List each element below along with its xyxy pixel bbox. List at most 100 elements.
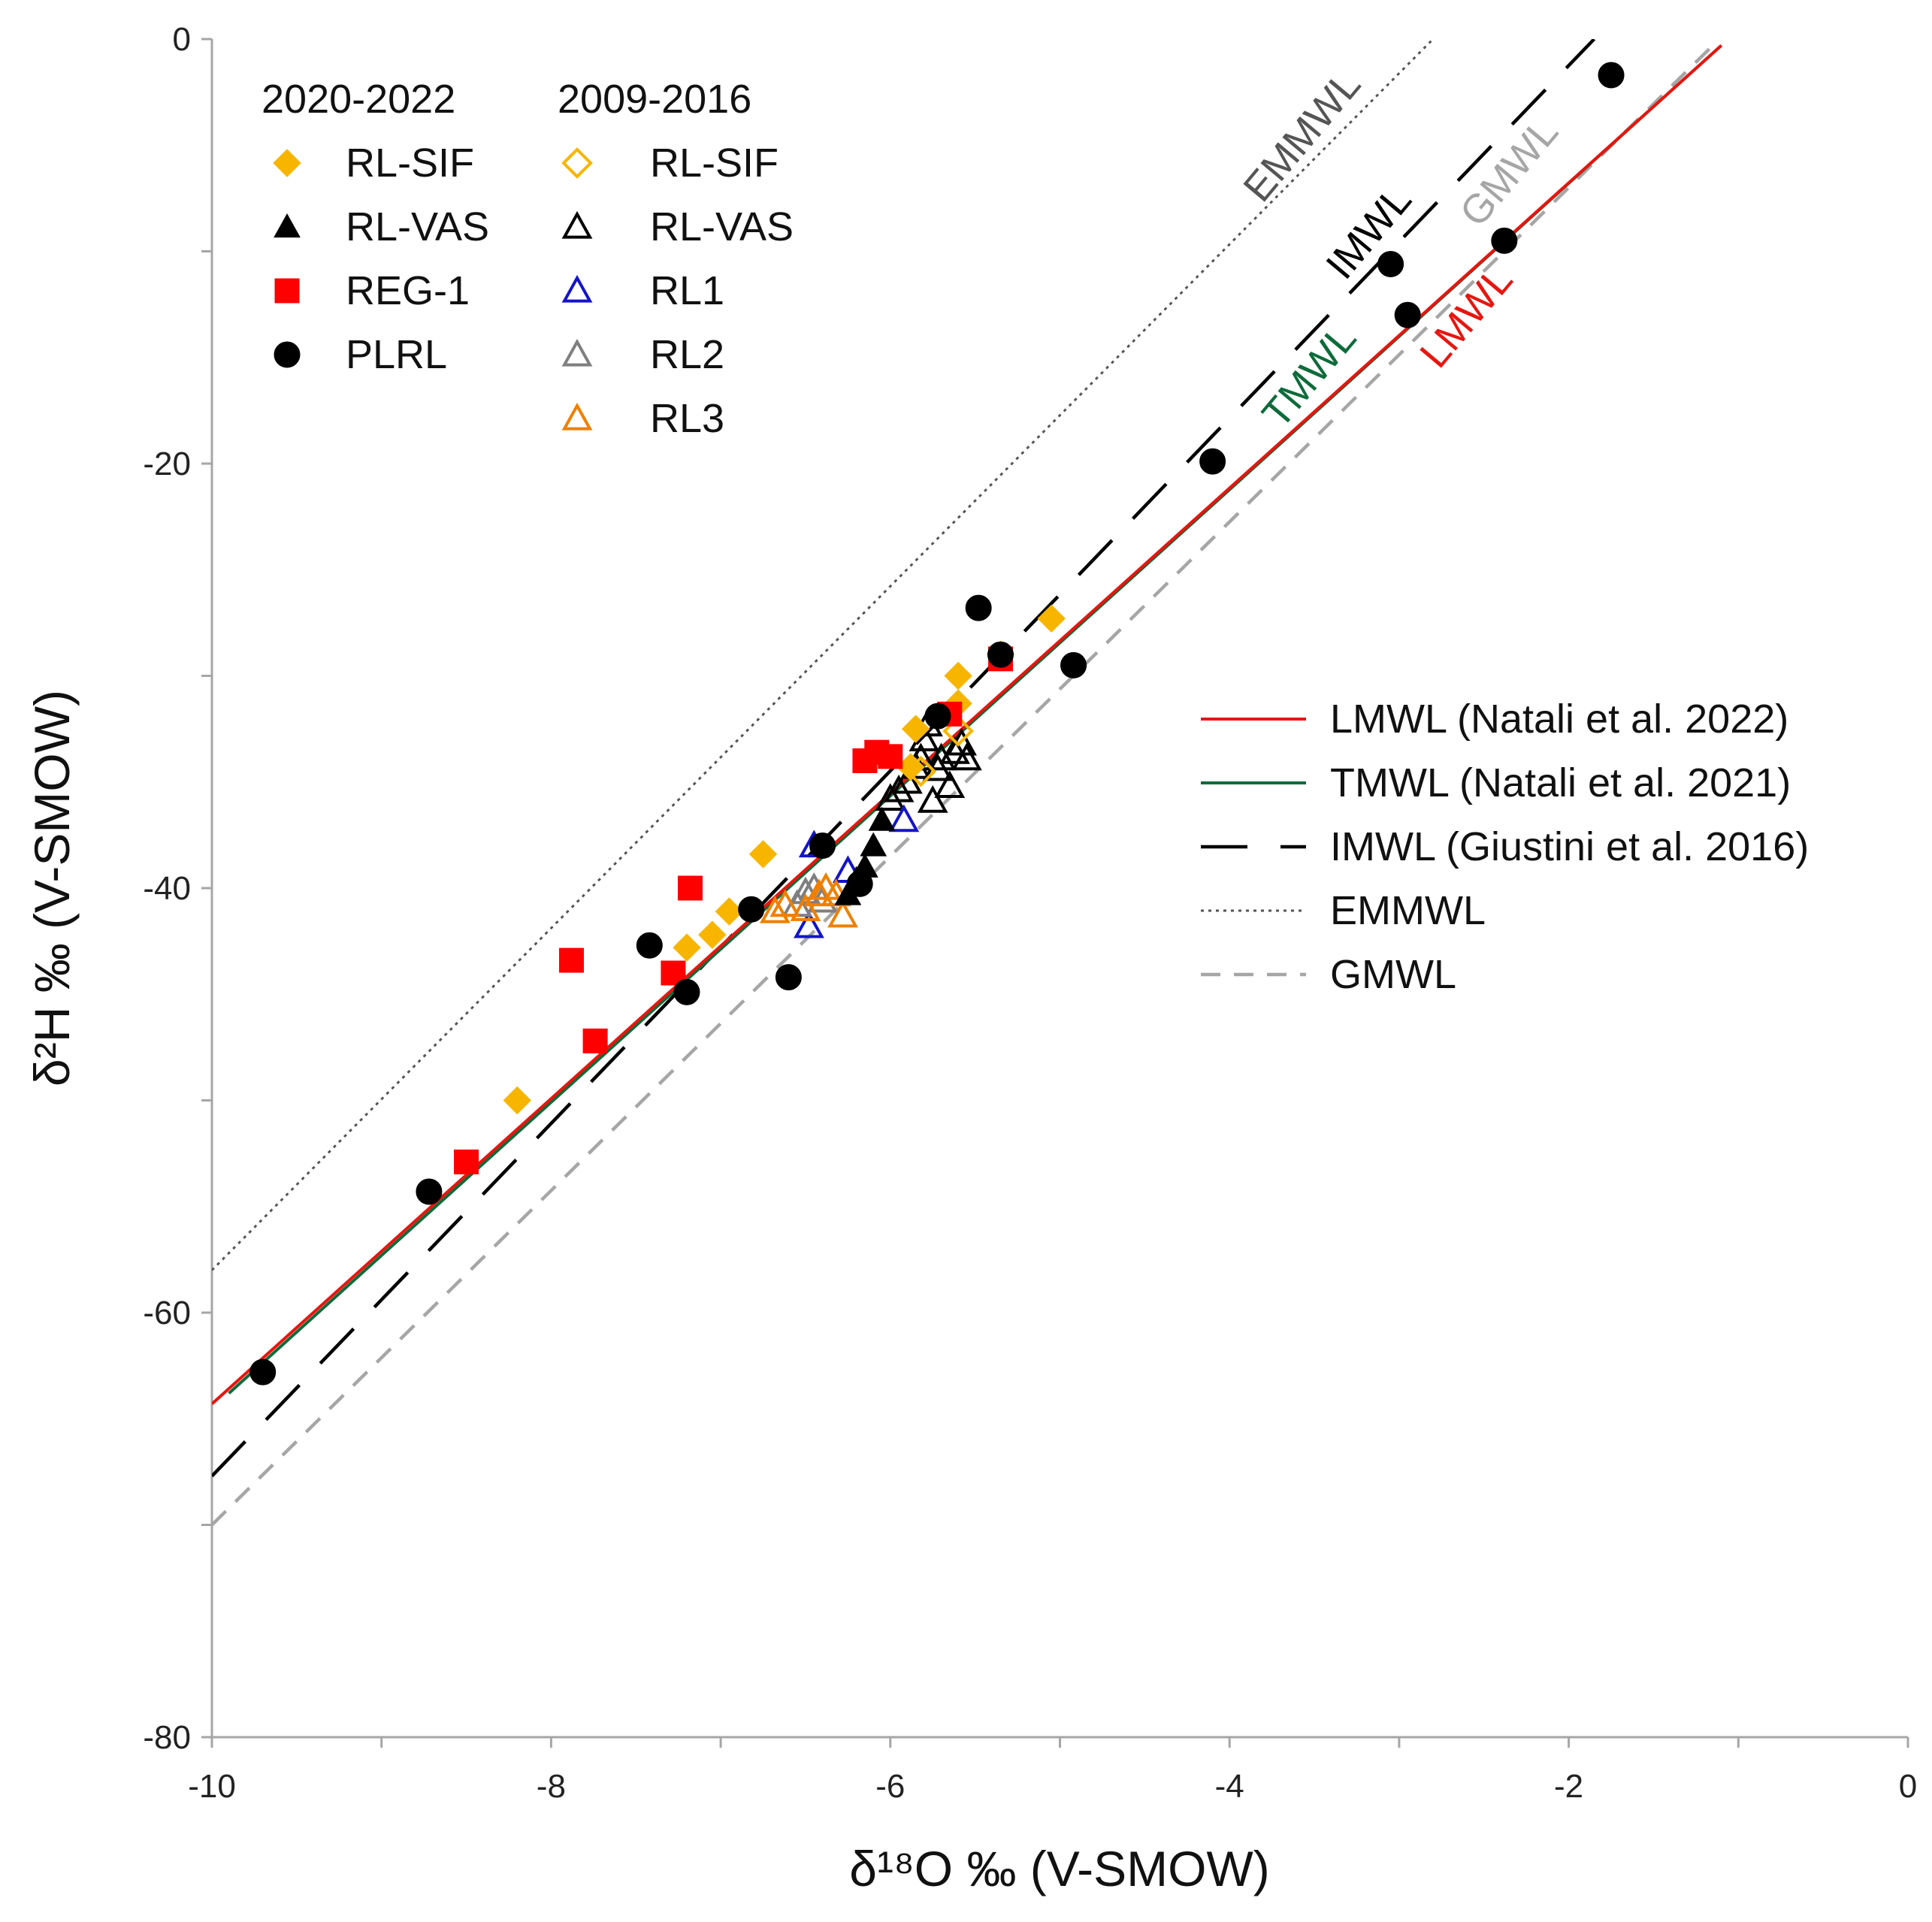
point-plrl [775, 964, 802, 991]
legend-group-title-2009-2016: 2009-2016 [558, 77, 751, 122]
point-plrl [965, 594, 992, 621]
point-plrl [924, 703, 951, 730]
point-reg-1 [582, 1028, 608, 1053]
point-plrl [636, 932, 663, 959]
x-axis: -10 -8 -6 -4 -2 0 δ¹⁸O ‰ (V-SMOW) [188, 1736, 1917, 1896]
series-rl3-2009 [759, 872, 859, 928]
point-plrl [1377, 250, 1404, 277]
legend-label-lmwl: LMWL (Natali et al. 2022) [1330, 697, 1788, 742]
point-rl-vas [917, 785, 948, 813]
legend-marker-rl-vas [561, 210, 593, 239]
legend-label-rl3: RL3 [650, 396, 724, 441]
legend-label-rl-sif-2020: RL-SIF [346, 141, 474, 186]
point-plrl [673, 978, 700, 1005]
point-plrl [1060, 651, 1087, 678]
point-rl-vas [951, 742, 982, 771]
legend-label-rl-vas-2020: RL-VAS [346, 204, 489, 249]
point-rl-vas [891, 766, 923, 794]
point-rl-sif [1037, 604, 1066, 633]
y-tick-label: -80 [143, 1719, 191, 1756]
legend-label-rl-sif-2009: RL-SIF [650, 141, 779, 186]
point-rl1 [794, 910, 824, 938]
y-tick-label: -40 [143, 870, 191, 907]
legend-label-reg-1: REG-1 [346, 268, 470, 313]
legend-label-tmwl: TMWL (Natali et al. 2021) [1330, 760, 1791, 805]
legend-marker-reg-1 [274, 278, 300, 304]
point-plrl [1598, 62, 1625, 89]
line-label-emmwl: EMMWL [1235, 62, 1369, 210]
point-reg-1 [878, 744, 903, 769]
legend-group-title-2020-2022: 2020-2022 [262, 77, 455, 122]
series-plrl-2020 [249, 62, 1625, 1386]
legend-label-imwl: IMWL (Giustini et al. 2016) [1330, 824, 1809, 869]
legend-label-plrl: PLRL [346, 332, 447, 377]
point-plrl [249, 1358, 277, 1386]
point-rl3 [769, 889, 801, 917]
point-rl-vas [860, 832, 887, 857]
point-rl-vas [934, 770, 966, 798]
line-imwl [212, 39, 1596, 1478]
point-rl-sif [698, 920, 727, 949]
line-emmwl [212, 39, 1435, 1271]
line-label-gmwl: GMWL [1451, 109, 1567, 234]
legend-marker-rl-sif [273, 149, 301, 177]
point-plrl [1491, 227, 1518, 254]
point-rl-sif [503, 1086, 531, 1115]
legend-marker-rl3 [561, 402, 593, 431]
point-plrl [416, 1178, 443, 1205]
legend-label-rl1: RL1 [650, 268, 724, 313]
point-reg-1 [454, 1149, 479, 1174]
data-points [249, 62, 1625, 1386]
point-rl-sif [942, 715, 974, 747]
point-rl3 [803, 878, 835, 907]
legend-points: 2020-2022 2009-2016 RL-SIF RL-VAS REG-1 … [262, 77, 794, 441]
point-rl-sif [901, 715, 930, 743]
point-plrl [1394, 301, 1421, 328]
point-plrl [987, 641, 1014, 668]
point-rl3 [790, 893, 821, 921]
point-plrl [809, 833, 836, 859]
point-rl-sif [944, 661, 972, 691]
point-rl-vas [883, 774, 915, 802]
point-rl-sif [715, 897, 744, 926]
line-gmwl [212, 44, 1715, 1527]
point-plrl [1199, 448, 1226, 475]
point-plrl [846, 870, 873, 897]
legend-marker-rl-sif [561, 147, 593, 179]
legend-marker-rl2 [561, 338, 593, 367]
x-axis-label: δ¹⁸O ‰ (V-SMOW) [849, 1841, 1270, 1896]
y-tick-label: -20 [143, 446, 191, 482]
point-plrl [738, 896, 765, 923]
legend-label-rl-vas-2009: RL-VAS [650, 204, 794, 249]
point-rl-vas [926, 742, 957, 771]
legend-marker-plrl [274, 341, 301, 368]
point-rl-sif [673, 933, 701, 962]
point-reg-1 [558, 947, 584, 973]
legend-label-emmwl: EMMWL [1330, 888, 1486, 933]
point-rl-vas [939, 736, 970, 764]
x-tick-label: -10 [188, 1768, 236, 1805]
point-rl-sif [748, 840, 778, 869]
x-tick-label: -8 [537, 1768, 566, 1805]
x-tick-label: 0 [1899, 1768, 1917, 1805]
point-rl-vas [868, 806, 896, 831]
x-tick-label: -2 [1554, 1768, 1583, 1805]
point-reg-1 [677, 875, 703, 901]
point-rl3 [759, 895, 791, 923]
point-rl2 [790, 876, 821, 905]
legend-marker-rl-vas [274, 213, 301, 238]
legend-lines: LMWL (Natali et al. 2022) TMWL (Natali e… [1201, 697, 1809, 997]
legend-label-gmwl: GMWL [1330, 952, 1456, 997]
legend-marker-rl1 [561, 274, 593, 303]
legend-label-rl2: RL2 [650, 332, 724, 377]
y-tick-label: -60 [143, 1295, 191, 1331]
y-tick-label: 0 [173, 21, 191, 58]
x-tick-label: -4 [1215, 1768, 1244, 1805]
point-rl3 [827, 899, 859, 928]
x-tick-label: -6 [875, 1768, 905, 1805]
point-rl1 [888, 804, 920, 833]
y-axis-label: δ²H ‰ (V-SMOW) [24, 690, 80, 1086]
y-axis: 0 -20 -40 -60 -80 δ²H ‰ (V-SMOW) [24, 21, 213, 1756]
point-rl-vas [875, 783, 906, 811]
